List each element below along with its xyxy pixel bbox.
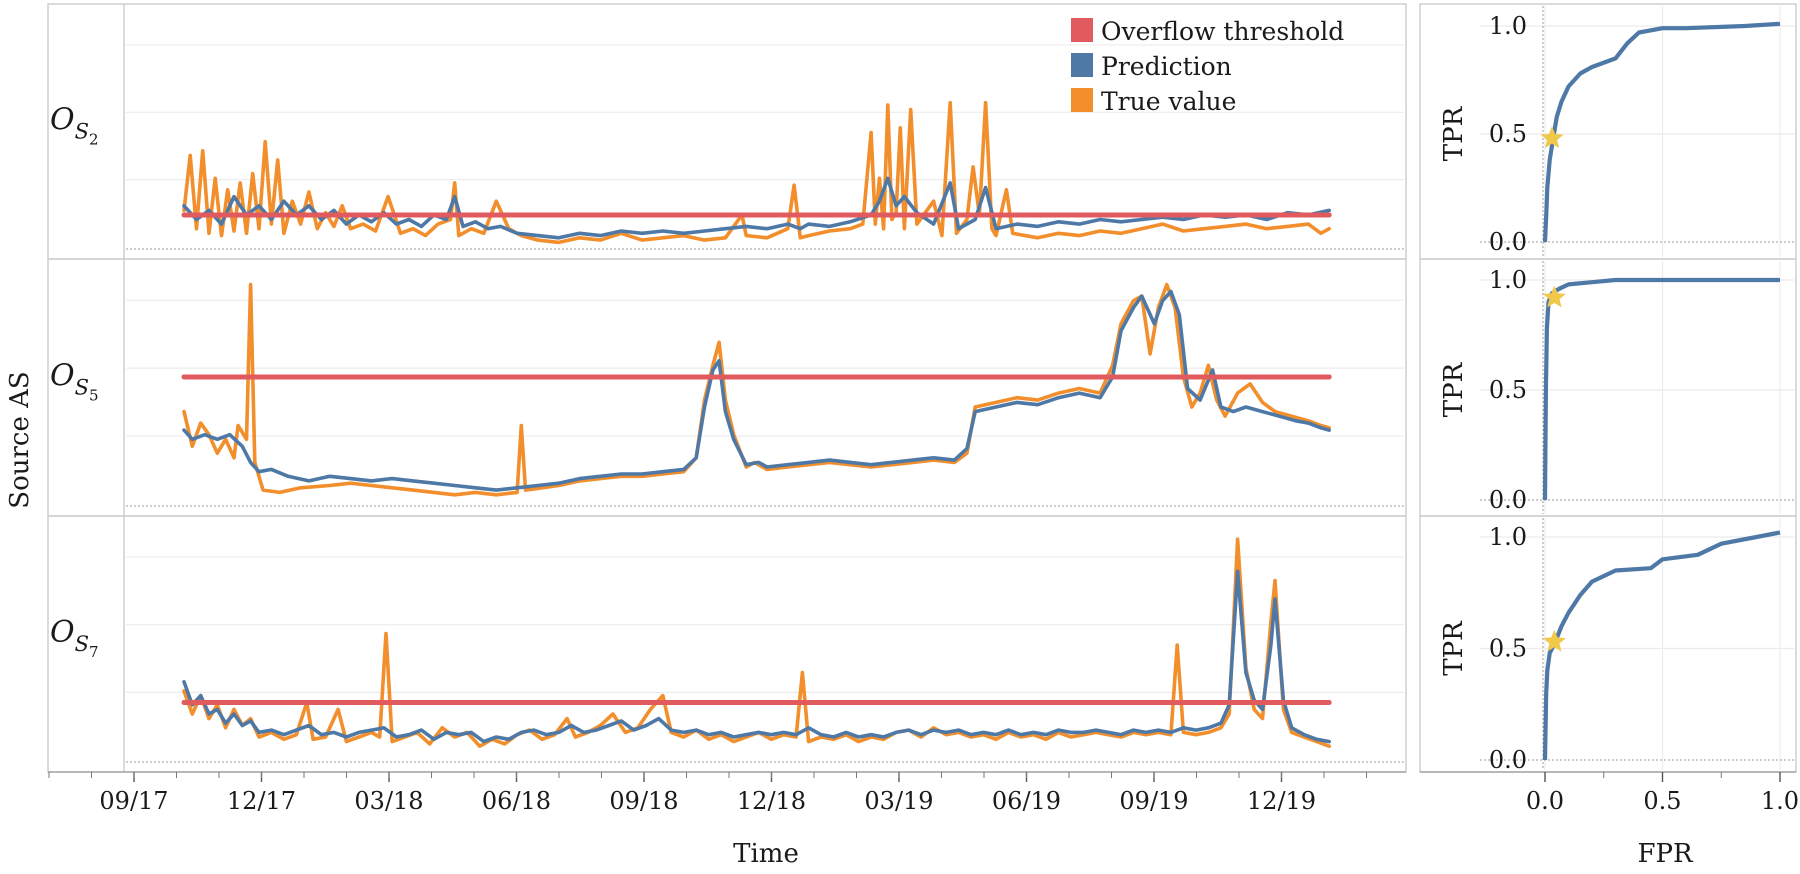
roc-y-tick-label: 0.5 <box>1489 376 1527 404</box>
roc-y-axis-title: TPR <box>1439 620 1469 676</box>
ts-plots <box>181 100 1332 748</box>
ts-x-tick-label: 12/19 <box>1247 787 1316 815</box>
ts-x-tick-label: 09/19 <box>1119 787 1188 815</box>
ts-row-labels: OS2 OS5 OS7 <box>50 103 99 662</box>
ts-x-tick-label: 09/17 <box>99 787 168 815</box>
roc-x-tick-label: 0.5 <box>1643 787 1681 815</box>
roc-y-tick-label: 0.5 <box>1489 635 1527 663</box>
roc-x-axis: 0.0 0.5 1.0 <box>1420 771 1799 815</box>
ts-x-tick-label: 03/19 <box>864 787 933 815</box>
roc-y-tick-label: 0.5 <box>1489 120 1527 148</box>
legend-label-threshold: Overflow threshold <box>1101 17 1344 46</box>
roc-y-tick-label: 1.0 <box>1489 266 1527 294</box>
row-label: OS2 <box>50 103 99 149</box>
roc-x-tick-label: 1.0 <box>1761 787 1799 815</box>
roc-y-axis-title: TPR <box>1439 105 1469 161</box>
legend-swatch-prediction <box>1071 53 1093 77</box>
roc-y-tick-label: 1.0 <box>1489 12 1527 40</box>
operating-point-star <box>1540 126 1564 148</box>
roc-y-tick-label: 0.0 <box>1489 486 1527 514</box>
roc-y-tick-label: 1.0 <box>1489 523 1527 551</box>
roc-x-tick-label: 0.0 <box>1526 787 1564 815</box>
roc-y-axis-title: TPR <box>1439 361 1469 417</box>
ts-x-tick-label: 06/18 <box>482 787 551 815</box>
legend-label-true-value: True value <box>1101 87 1236 116</box>
operating-point-star <box>1543 629 1566 652</box>
roc-curve <box>1542 530 1781 761</box>
legend-swatch-threshold <box>1071 18 1093 42</box>
roc-x-axis-title: FPR <box>1637 839 1694 869</box>
legend-label-prediction: Prediction <box>1101 52 1232 81</box>
row-label: OS7 <box>50 615 99 661</box>
roc-curve <box>1542 21 1781 243</box>
ts-x-tick-label: 03/18 <box>354 787 423 815</box>
ts-x-tick-label: 09/18 <box>609 787 678 815</box>
roc-y-ticks: 0.0 0.5 1.0 TPR 0.0 0.5 1.0 TPR 0.0 0.5 1.0 TPR <box>1439 12 1527 774</box>
legend: Overflow threshold Prediction True value <box>1071 17 1344 116</box>
ts-x-tick-label: 12/17 <box>227 787 296 815</box>
roc-panel-frame-2 <box>1419 258 1797 517</box>
operating-point-star <box>1543 285 1566 308</box>
roc-panel-frame-3 <box>1419 515 1797 773</box>
roc-plots <box>1540 21 1781 761</box>
legend-swatch-true-value <box>1071 88 1093 112</box>
ts-x-axis-title: Time <box>733 839 799 869</box>
prediction-line <box>182 176 1331 240</box>
row-label: OS5 <box>50 359 99 405</box>
roc-panel-frame-1 <box>1419 3 1797 260</box>
ts-x-tick-label: 06/19 <box>992 787 1061 815</box>
roc-y-tick-label: 0.0 <box>1489 746 1527 774</box>
roc-frames <box>1419 3 1797 773</box>
prediction-line <box>182 289 1331 492</box>
ts-x-tick-label: 12/18 <box>737 787 806 815</box>
ts-x-axis: 09/17 12/17 03/18 06/18 09/18 12/18 03/19 06/19… <box>48 771 1406 815</box>
prediction-line <box>182 569 1331 744</box>
ts-y-axis-title: Source AS <box>5 371 35 508</box>
roc-y-tick-label: 0.0 <box>1489 228 1527 256</box>
roc-gridlines <box>1480 6 1794 770</box>
ts-gridlines <box>126 44 1404 763</box>
true-value-line <box>182 537 1331 748</box>
true-value-line <box>182 100 1331 245</box>
